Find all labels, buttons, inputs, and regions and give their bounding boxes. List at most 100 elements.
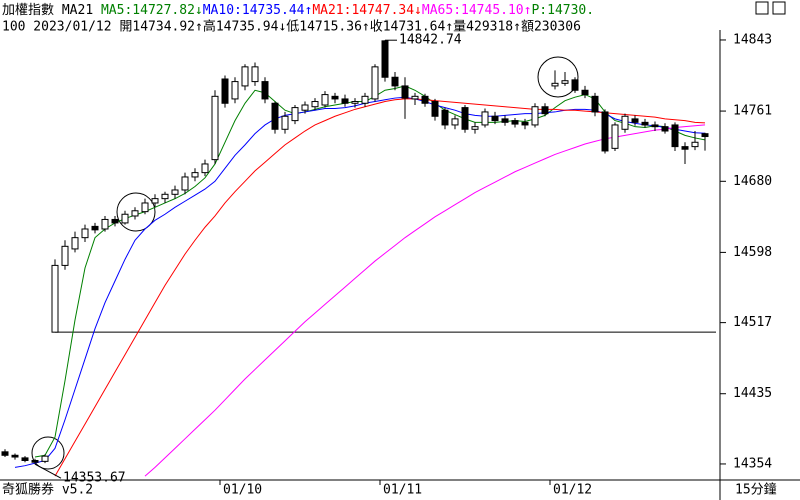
header-item: MA5:14727.82↓	[101, 3, 203, 18]
candle-body	[151, 198, 159, 204]
candle-body	[551, 82, 559, 87]
y-tick-label: 14761	[733, 104, 772, 119]
candle-body	[31, 459, 39, 463]
candle-body	[451, 118, 459, 126]
candle-body	[71, 237, 79, 250]
x-tick-label: 01/11	[383, 483, 422, 498]
candle-body	[271, 102, 279, 130]
candle-body	[411, 95, 419, 100]
y-tick-label: 14843	[733, 32, 772, 47]
candle-body	[161, 193, 169, 200]
min-annotation: 14353.67	[63, 471, 126, 486]
candle-body	[561, 80, 569, 84]
title: 加權指數	[2, 3, 54, 18]
footer-left: 奇狐勝券 v5.2	[2, 482, 93, 498]
candle-body	[681, 146, 689, 150]
candle-body	[81, 228, 89, 239]
highlight-circle	[537, 56, 579, 98]
candle-body	[351, 101, 359, 104]
candle-body	[501, 118, 509, 123]
header-item: MA65:14745.10↑	[422, 3, 532, 18]
candle-body	[621, 115, 629, 130]
candle-body	[111, 218, 119, 224]
candle-body	[171, 189, 179, 195]
candle-body	[661, 126, 669, 132]
info-line: 100 2023/01/12 開14734.92↑高14735.94↓低1471…	[2, 19, 581, 35]
header-item: MA21:14747.34↓	[312, 3, 422, 18]
highlight-circle	[116, 192, 156, 232]
period: 15分鐘	[735, 482, 777, 498]
candle-body	[321, 94, 329, 106]
candle-body	[481, 111, 489, 126]
candle-body	[361, 95, 369, 104]
candle-body	[141, 202, 149, 213]
candle-body	[281, 115, 289, 130]
candle-body	[521, 121, 529, 126]
candle-body	[471, 126, 479, 130]
candle-body	[401, 85, 409, 99]
candle-body	[421, 95, 429, 104]
candle-body	[571, 79, 579, 91]
candle-body	[301, 104, 309, 111]
candle-body	[191, 172, 199, 178]
y-tick-label: 14435	[733, 386, 772, 401]
window-button[interactable]	[755, 1, 769, 15]
candle-body	[211, 95, 219, 161]
candle-body	[671, 124, 679, 148]
candle-body	[251, 66, 259, 83]
x-tick-label: 01/12	[553, 483, 592, 498]
candle-body	[461, 107, 469, 130]
candle-body	[391, 76, 399, 87]
y-tick-label: 14598	[733, 245, 772, 260]
candle-body	[601, 111, 609, 152]
candle-body	[21, 457, 29, 461]
y-tick-label: 14354	[733, 456, 772, 471]
candle-body	[121, 213, 129, 224]
candle-body	[591, 95, 599, 113]
candle-body	[41, 455, 49, 462]
candle-body	[331, 95, 339, 100]
candle-body	[101, 218, 109, 230]
y-tick-label: 14517	[733, 315, 772, 330]
candle-body	[201, 163, 209, 174]
candle-body	[51, 264, 59, 333]
ma-line	[14, 96, 706, 468]
candle-body	[581, 89, 589, 96]
candle-body	[381, 40, 389, 78]
candle-body	[181, 176, 189, 191]
candle-body	[611, 124, 619, 149]
header-item: MA10:14735.44↑	[203, 3, 313, 18]
candle-body	[311, 101, 319, 108]
x-tick-label: 01/10	[223, 483, 262, 498]
candle-body	[91, 225, 99, 231]
highlight-circle	[31, 436, 65, 470]
candle-body	[531, 106, 539, 126]
candle-body	[221, 78, 229, 104]
annotation-leader	[34, 463, 62, 479]
candle-body	[341, 98, 349, 104]
candle-body	[131, 210, 139, 217]
header-item: P:14730.	[531, 3, 594, 18]
candle-body	[261, 81, 269, 100]
max-annotation: 14842.74	[399, 33, 462, 48]
candle-body	[641, 121, 649, 126]
y-tick-label: 14680	[733, 174, 772, 189]
plot-area	[1, 40, 716, 477]
candle-body	[231, 81, 239, 100]
candle-body	[291, 107, 299, 122]
candle-body	[511, 120, 519, 125]
window-button[interactable]	[772, 1, 786, 15]
candle-body	[631, 118, 639, 123]
candle-body	[371, 66, 379, 100]
indicator: MA21	[62, 3, 93, 18]
candle-body	[61, 245, 69, 266]
candle-body	[241, 66, 249, 87]
candle-body	[541, 106, 549, 115]
candle-body	[691, 141, 699, 148]
candle-body	[701, 133, 709, 138]
candle-body	[491, 115, 499, 122]
candle-body	[11, 454, 19, 458]
